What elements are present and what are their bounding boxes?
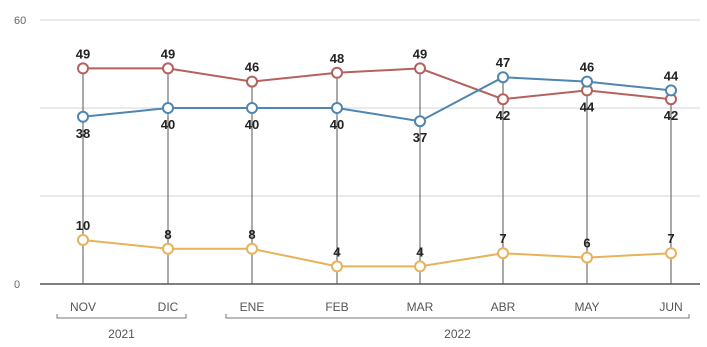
data-label: 6 (583, 236, 590, 251)
year-bracket (56, 314, 187, 319)
series-line (82, 76, 672, 123)
data-point (497, 71, 509, 84)
data-point (581, 251, 593, 264)
data-point (581, 75, 593, 88)
x-tick-label: ABR (491, 300, 516, 314)
y-tick-label: 60 (14, 15, 26, 27)
data-label: 49 (76, 46, 90, 61)
data-label: 7 (667, 231, 674, 246)
data-label: 49 (413, 46, 427, 61)
data-point (162, 242, 174, 255)
x-tick-label: FEB (325, 300, 348, 314)
data-label: 40 (161, 117, 175, 132)
x-tick-label: MAR (407, 300, 434, 314)
x-tick-label: NOV (70, 300, 96, 314)
data-point (331, 260, 343, 273)
data-label: 47 (496, 55, 510, 70)
data-point (246, 242, 258, 255)
data-point (77, 234, 89, 246)
data-point (77, 110, 89, 123)
x-tick-label: DIC (158, 300, 179, 314)
year-bracket (225, 314, 690, 319)
data-point (414, 115, 426, 128)
series-line (82, 239, 672, 268)
data-point (246, 75, 258, 88)
data-label: 49 (161, 46, 175, 61)
data-label: 46 (245, 60, 259, 75)
year-label: 2021 (108, 327, 135, 341)
data-point (331, 66, 343, 79)
data-point (414, 260, 426, 273)
data-label: 37 (413, 130, 427, 145)
y-tick-label: 0 (14, 279, 20, 291)
data-label: 8 (164, 227, 171, 242)
data-label: 4 (333, 244, 341, 259)
data-point (497, 93, 509, 106)
data-point (77, 62, 89, 75)
data-label: 7 (499, 231, 506, 246)
series-line (83, 67, 672, 101)
data-label: 42 (664, 108, 678, 123)
data-label: 46 (580, 60, 594, 75)
data-label: 8 (248, 227, 255, 242)
data-point (497, 247, 509, 260)
x-tick-label: MAY (574, 300, 599, 314)
data-point (665, 247, 677, 260)
data-point (331, 102, 343, 114)
data-point (414, 62, 426, 75)
x-tick-label: JUN (659, 300, 682, 314)
year-label: 2022 (444, 327, 471, 341)
gridlines: 0 60 (14, 15, 700, 291)
data-point (162, 102, 174, 114)
data-label: 10 (76, 218, 90, 233)
x-tick-label: ENE (240, 300, 265, 314)
data-label: 48 (330, 51, 344, 66)
series-lines (77, 62, 677, 273)
data-point (162, 62, 174, 75)
data-label: 40 (330, 117, 344, 132)
data-label: 4 (416, 244, 424, 259)
data-label: 44 (664, 68, 679, 83)
data-label: 44 (580, 99, 595, 114)
data-label: 42 (496, 108, 510, 123)
data-point (246, 102, 258, 114)
data-label: 38 (76, 126, 90, 141)
data-point (665, 84, 677, 97)
x-axis: NOV DIC ENE FEB MAR ABR MAY JUN 2021 2022 (40, 283, 700, 341)
data-label: 40 (245, 117, 259, 132)
